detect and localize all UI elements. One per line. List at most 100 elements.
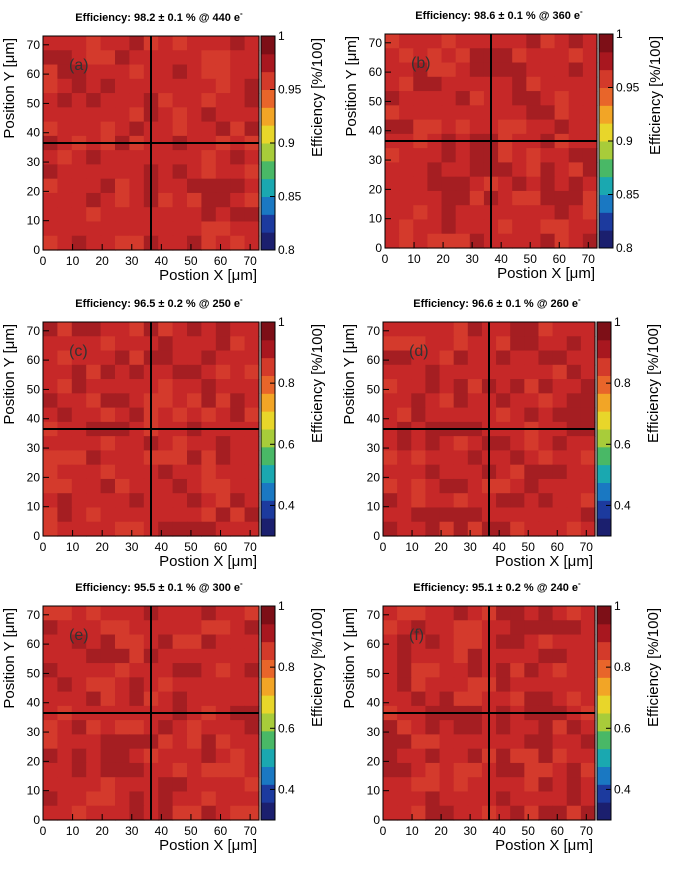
- heatmap-cell: [441, 205, 457, 221]
- heatmap-cell: [244, 464, 260, 480]
- heatmap-cell: [43, 450, 58, 466]
- heatmap-cell: [580, 436, 596, 451]
- heatmap-cell: [172, 521, 188, 537]
- heatmap-cell: [86, 407, 102, 423]
- heatmap-cell: [580, 677, 596, 693]
- colorbar-segment: [599, 87, 613, 106]
- heatmap-cell: [411, 791, 426, 807]
- heatmap-cell: [538, 620, 554, 636]
- heatmap-cell: [554, 233, 570, 249]
- heatmap-cell: [524, 805, 540, 821]
- heatmap-cell: [86, 663, 102, 678]
- heatmap-cell: [453, 663, 469, 678]
- colorbar-segment: [597, 748, 611, 767]
- heatmap-cell: [554, 62, 570, 78]
- heatmap-cell: [425, 791, 441, 807]
- heatmap-cell: [158, 178, 174, 194]
- heatmap-cell: [230, 407, 246, 423]
- heatmap-cell: [86, 192, 102, 208]
- heatmap-cell: [57, 507, 73, 523]
- heatmap-cell: [244, 364, 260, 380]
- colorbar-segment: [597, 446, 611, 466]
- heatmap-cell: [399, 119, 414, 135]
- heatmap-cell: [201, 192, 217, 208]
- heatmap-cell: [538, 336, 554, 352]
- heatmap-cell: [453, 364, 469, 380]
- heatmap-cell: [129, 393, 145, 409]
- heatmap-cell: [43, 606, 58, 621]
- heatmap-cell: [566, 805, 582, 821]
- heatmap-cell: [215, 493, 231, 509]
- heatmap-cell: [566, 663, 582, 678]
- heatmap-cell: [496, 606, 511, 621]
- heatmap-cell: [453, 677, 469, 693]
- heatmap-cell: [43, 178, 58, 194]
- heatmap-cell: [568, 105, 584, 121]
- y-tick-label: 20: [367, 470, 381, 484]
- heatmap-cell: [439, 691, 455, 707]
- y-axis-label: Position Y [μm]: [1, 38, 18, 139]
- heatmap-cell: [230, 235, 246, 251]
- heatmap-cell: [510, 791, 525, 807]
- heatmap-cell: [467, 648, 483, 664]
- heatmap-cell: [413, 76, 428, 92]
- y-tick-label: 40: [27, 126, 41, 140]
- x-tick-label: 10: [405, 824, 419, 838]
- heatmap-cell: [441, 176, 457, 192]
- heatmap-cell: [385, 205, 400, 221]
- heatmap-cell: [57, 36, 73, 51]
- heatmap-cell: [397, 521, 412, 537]
- heatmap-cell: [100, 322, 116, 337]
- heatmap-cell: [411, 436, 426, 451]
- heatmap-cell: [467, 336, 483, 352]
- heatmap-cell: [215, 478, 231, 494]
- y-tick-label: 50: [27, 666, 41, 680]
- heatmap-cell: [172, 93, 188, 108]
- heatmap-cell: [439, 493, 455, 509]
- heatmap-cell: [580, 521, 596, 537]
- heatmap-cell: [230, 493, 246, 509]
- heatmap-cell: [455, 219, 471, 235]
- heatmap-cell: [441, 91, 457, 106]
- heatmap-cell: [580, 507, 596, 523]
- heatmap-cell: [71, 336, 87, 352]
- heatmap-cell: [427, 34, 443, 49]
- heatmap-cell: [566, 322, 582, 337]
- colorbar-segment: [597, 464, 611, 483]
- heatmap-cell: [244, 350, 260, 366]
- heatmap-cell: [129, 379, 145, 394]
- heatmap-cell: [129, 634, 145, 650]
- colorbar-tick-label: 0.8: [278, 243, 295, 257]
- heatmap-cell: [230, 150, 246, 165]
- heatmap-cell: [453, 322, 469, 337]
- heatmap-cell: [129, 207, 145, 223]
- heatmap-cell: [201, 64, 217, 80]
- heatmap-cell: [498, 176, 513, 192]
- heatmap-cell: [427, 162, 443, 178]
- heatmap-cell: [115, 379, 130, 394]
- heatmap-cell: [568, 34, 584, 49]
- heatmap-cell: [43, 634, 58, 650]
- heatmap-cell: [86, 691, 102, 707]
- heatmap-cell: [230, 164, 246, 180]
- heatmap-cell: [453, 507, 469, 523]
- heatmap-cell: [538, 691, 554, 707]
- heatmap-cell: [244, 64, 260, 80]
- heatmap-cell: [439, 436, 455, 451]
- heatmap-cell: [244, 791, 260, 807]
- heatmap-cell: [439, 620, 455, 636]
- heatmap-cell: [100, 606, 116, 621]
- heatmap-cell: [524, 322, 540, 337]
- heatmap-cell: [100, 78, 116, 94]
- heatmap-cell: [158, 493, 174, 509]
- heatmap-cell: [201, 450, 217, 466]
- heatmap-cell: [427, 91, 443, 106]
- heatmap-cell: [158, 634, 174, 650]
- heatmap-cell: [566, 450, 582, 466]
- heatmap-cell: [57, 663, 73, 678]
- colorbar-segment: [261, 730, 275, 750]
- heatmap-cell: [158, 606, 174, 621]
- heatmap-cell: [71, 192, 87, 208]
- heatmap-cell: [57, 762, 73, 778]
- heatmap-cell: [399, 190, 414, 206]
